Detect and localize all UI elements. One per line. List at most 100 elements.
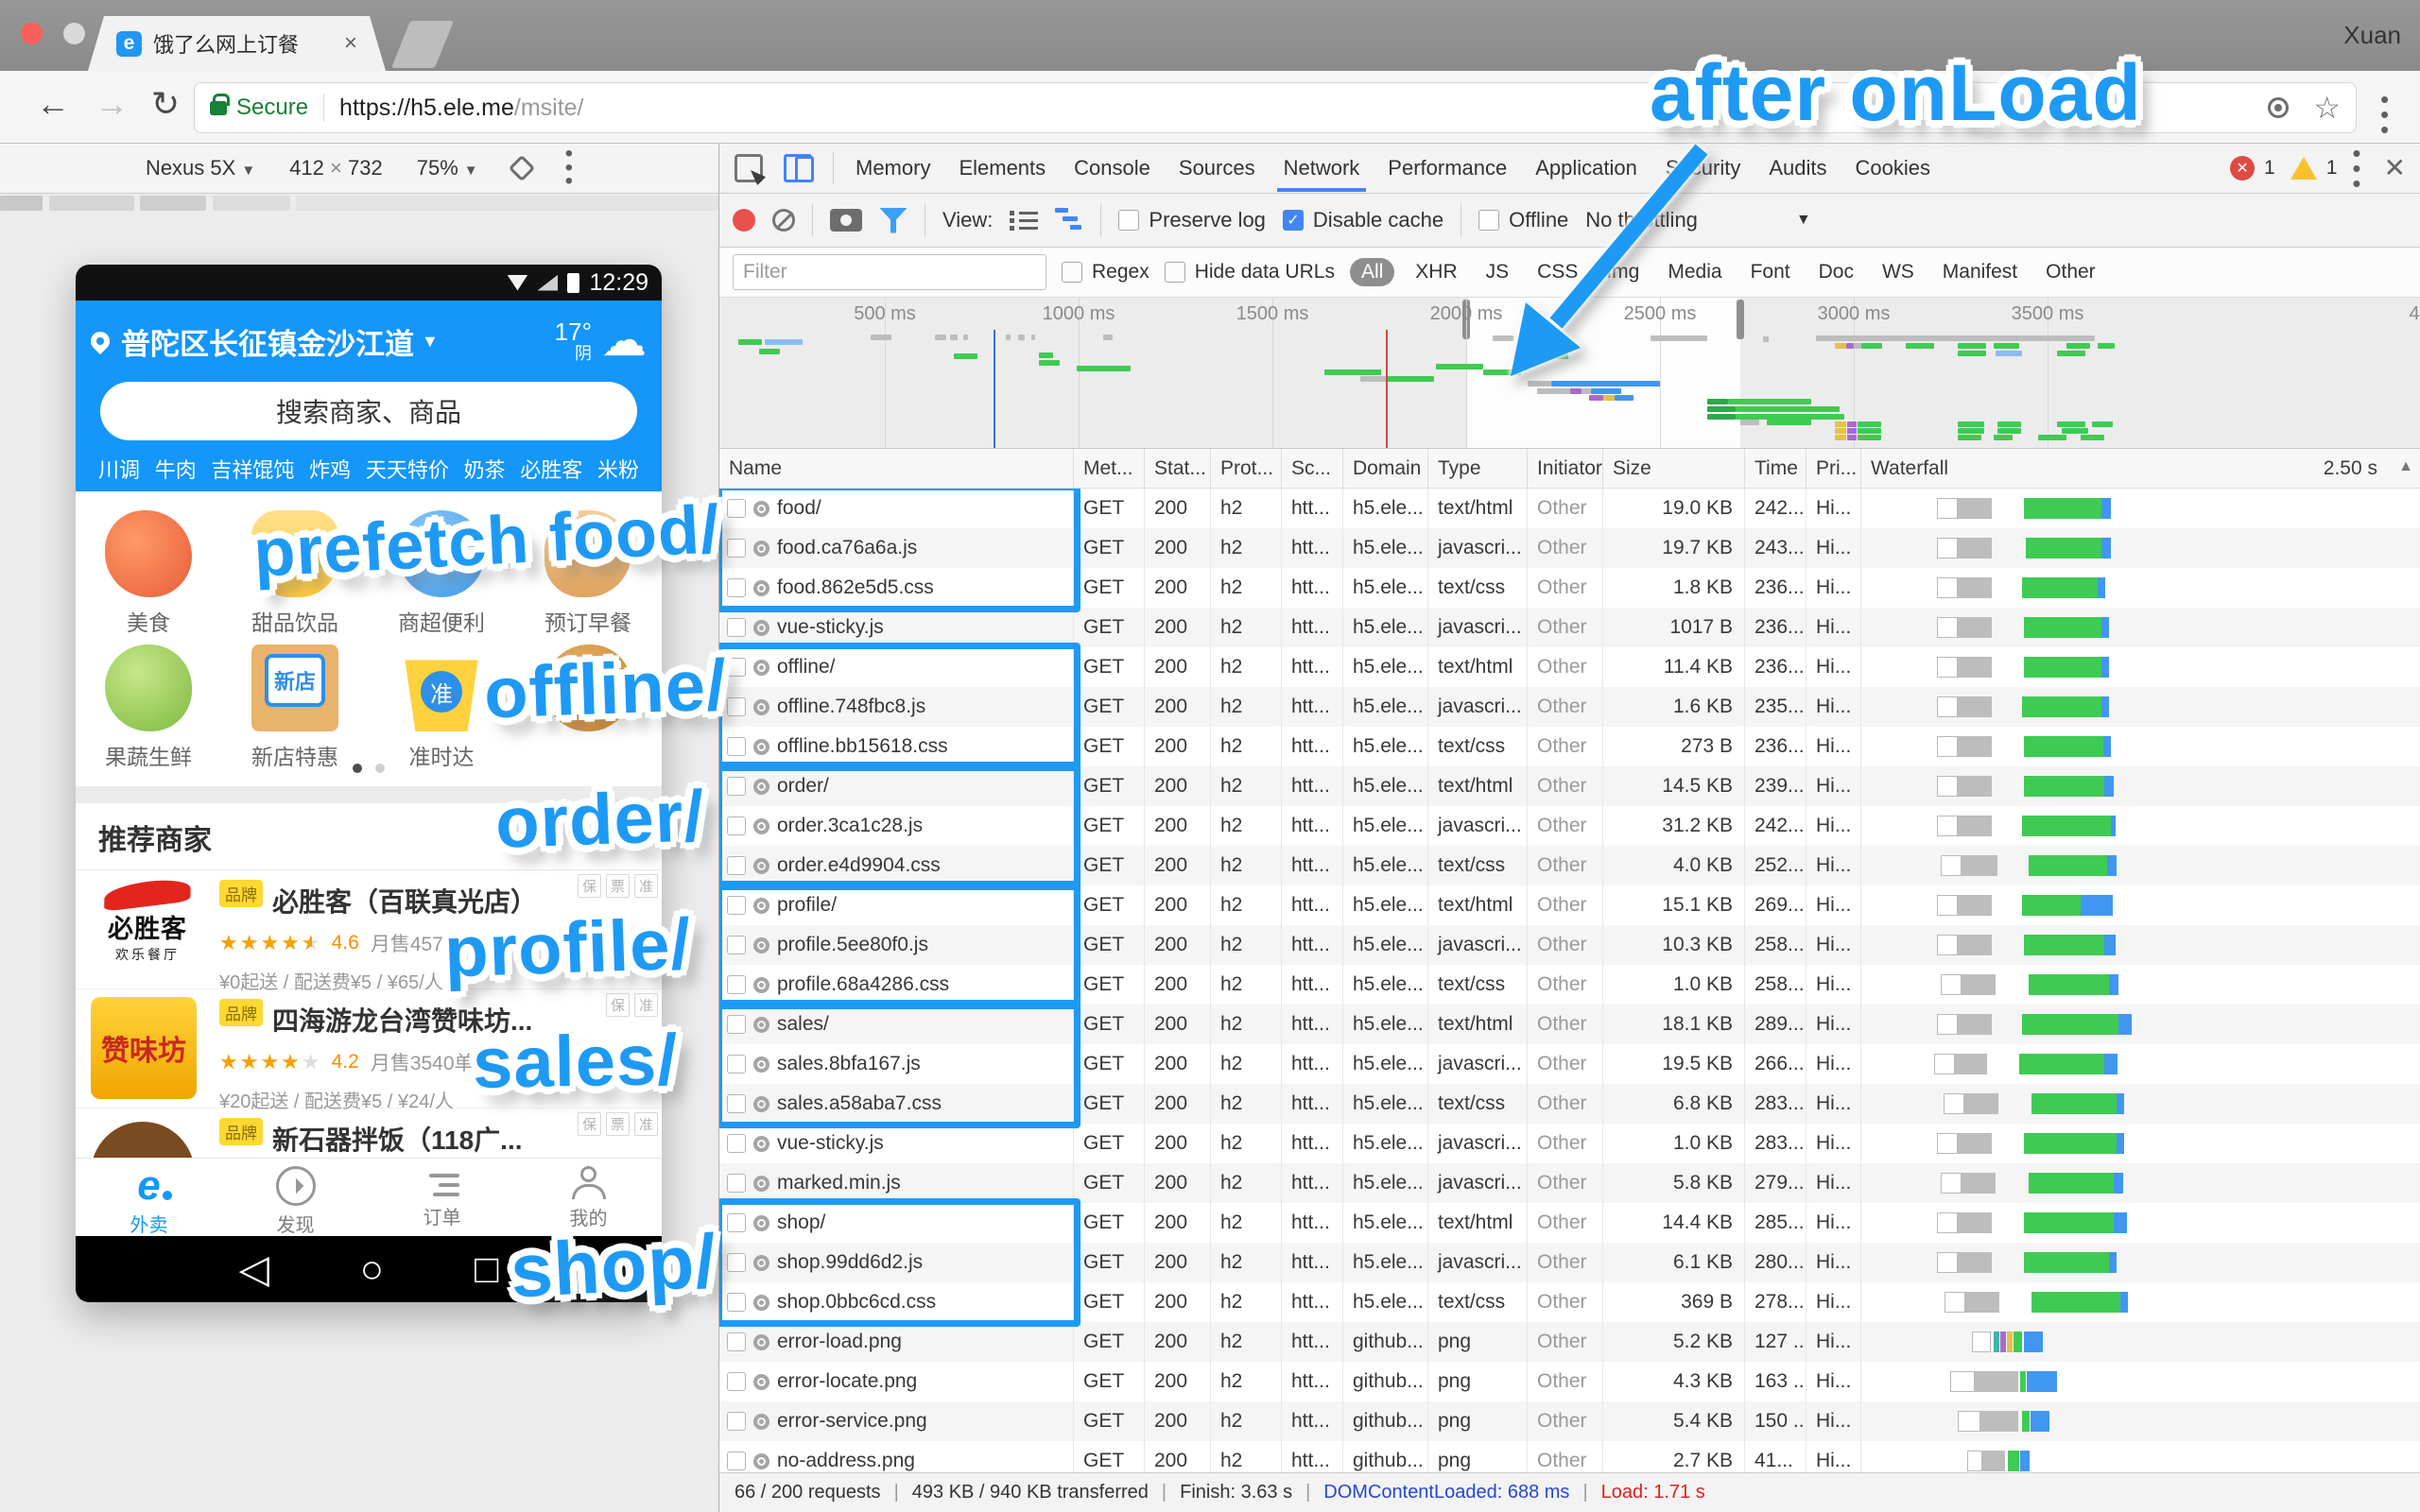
disable-cache-checkbox[interactable]: ✓ Disable cache <box>1282 208 1443 232</box>
view-list-icon[interactable] <box>1010 207 1039 234</box>
row-checkbox[interactable] <box>727 1372 746 1391</box>
bookmark-star-icon[interactable]: ☆ <box>2313 91 2341 125</box>
request-row[interactable]: food.862e5d5.css GET 200 h2 htt... h5.ele... t… <box>719 568 2420 608</box>
device-select[interactable]: Nexus 5X ▼ <box>145 156 256 180</box>
request-row[interactable]: profile/GET 200 h2 htt... h5.ele... text/html… <box>719 885 2420 925</box>
network-overview-timeline[interactable]: 500 ms 1000 ms 1500 ms 2000 ms 2500 ms 3000 m… <box>719 298 2420 449</box>
quick-link[interactable]: 牛肉 <box>154 458 197 482</box>
row-checkbox[interactable] <box>727 1174 746 1193</box>
browser-tab[interactable]: e 饿了么网上订餐 × <box>88 16 386 71</box>
tabbar-item-订单[interactable]: 订单 <box>369 1159 515 1236</box>
devtools-tab-memory[interactable]: Memory <box>856 156 931 180</box>
row-checkbox[interactable] <box>727 499 746 518</box>
category-item[interactable]: 准准时达 <box>371 644 512 771</box>
filter-type-img[interactable]: Img <box>1606 261 1640 283</box>
row-checkbox[interactable] <box>727 737 746 756</box>
request-row[interactable]: shop.0bbc6cd.css GET 200 h2 htt... h5.ele... t… <box>719 1282 2420 1322</box>
device-dimensions[interactable]: 412 × 732 <box>289 156 383 180</box>
filter-input[interactable] <box>733 254 1046 290</box>
request-row[interactable]: sales.a58aba7.css GET 200 h2 htt... h5.ele...… <box>719 1084 2420 1124</box>
request-row[interactable]: profile.68a4286.css GET 200 h2 htt... h5.ele.… <box>719 965 2420 1005</box>
selection-handle-right[interactable] <box>1737 300 1744 339</box>
request-row[interactable]: offline.bb15618.css GET 200 h2 htt... h5.ele.… <box>719 727 2420 766</box>
device-toolbar-menu-icon[interactable]: • • • <box>564 140 574 195</box>
tabbar-item-外卖[interactable]: e 外卖 <box>76 1159 222 1236</box>
request-row[interactable]: food/GET 200 h2 htt... h5.ele... text/html Oth… <box>719 489 2420 528</box>
request-row[interactable]: sales.8bfa167.js GET 200 h2 htt... h5.ele... j… <box>719 1044 2420 1084</box>
devtools-tab-cookies[interactable]: Cookies <box>1855 156 1931 180</box>
forward-button[interactable]: → <box>95 84 129 123</box>
view-waterfall-icon[interactable] <box>1055 208 1083 232</box>
android-home-icon[interactable]: ○ <box>359 1246 385 1291</box>
category-item[interactable]: 果蔬生鲜 <box>78 644 219 771</box>
request-row[interactable]: error-load.png GET 200 h2 htt... github... png… <box>719 1322 2420 1362</box>
column-header-size[interactable]: Size <box>1603 449 1745 488</box>
request-row[interactable]: sales/GET 200 h2 htt... h5.ele... text/html Ot… <box>719 1005 2420 1044</box>
filter-type-ws[interactable]: WS <box>1881 261 1914 283</box>
row-checkbox[interactable] <box>727 697 746 716</box>
hide-data-urls-checkbox[interactable]: Hide data URLs <box>1164 261 1335 284</box>
tabbar-item-发现[interactable]: 发现 <box>222 1159 369 1236</box>
row-checkbox[interactable] <box>727 1055 746 1074</box>
request-row[interactable]: error-locate.png GET 200 h2 htt... github... p… <box>719 1362 2420 1401</box>
devtools-tab-network[interactable]: Network <box>1270 146 1374 192</box>
filter-funnel-icon[interactable] <box>879 207 908 233</box>
column-header-stat[interactable]: Stat... <box>1145 449 1211 488</box>
row-checkbox[interactable] <box>727 1253 746 1272</box>
close-window-icon[interactable] <box>21 23 43 44</box>
row-checkbox[interactable] <box>727 1134 746 1153</box>
quick-link[interactable]: 炸鸡 <box>309 458 352 482</box>
extension-target-icon[interactable] <box>2268 97 2290 118</box>
chrome-menu-icon[interactable]: • • • <box>2380 85 2390 145</box>
request-row[interactable]: order/GET 200 h2 htt... h5.ele... text/html Ot… <box>719 766 2420 806</box>
quick-link[interactable]: 必胜客 <box>520 458 583 482</box>
row-checkbox[interactable] <box>727 578 746 597</box>
filter-type-js[interactable]: JS <box>1485 261 1510 283</box>
column-header-prot[interactable]: Prot... <box>1211 449 1282 488</box>
filter-type-doc[interactable]: Doc <box>1818 261 1854 283</box>
regex-checkbox[interactable]: Regex <box>1062 261 1150 284</box>
request-row[interactable]: no-address.png GET 200 h2 htt... github... png… <box>719 1441 2420 1472</box>
filter-type-font[interactable]: Font <box>1750 261 1790 283</box>
column-header-name[interactable]: Name <box>719 449 1074 488</box>
filter-type-css[interactable]: CSS <box>1537 261 1579 283</box>
record-button[interactable] <box>733 209 755 232</box>
quick-link[interactable]: 天天特价 <box>365 458 449 482</box>
row-checkbox[interactable] <box>727 1412 746 1431</box>
row-checkbox[interactable] <box>727 1332 746 1351</box>
rotate-device-icon[interactable] <box>508 154 535 182</box>
row-checkbox[interactable] <box>727 1293 746 1312</box>
scroll-up-icon[interactable]: ▲ <box>2398 458 2413 474</box>
request-row[interactable]: profile.5ee80f0.js GET 200 h2 htt... h5.ele..… <box>719 925 2420 965</box>
category-item[interactable]: 商超便利 <box>371 510 512 637</box>
tabbar-item-我的[interactable]: 我的 <box>515 1159 662 1236</box>
devtools-tab-application[interactable]: Application <box>1535 156 1637 180</box>
request-row[interactable]: order.3ca1c28.js GET 200 h2 htt... h5.ele... j… <box>719 806 2420 846</box>
request-row[interactable]: shop/GET 200 h2 htt... h5.ele... text/html Oth… <box>719 1203 2420 1243</box>
address-bar[interactable]: Secure https://h5.ele.me/msite/ ☆ <box>194 82 2357 133</box>
row-checkbox[interactable] <box>727 658 746 677</box>
preserve-log-checkbox[interactable]: Preserve log <box>1118 208 1266 232</box>
quick-link[interactable]: 川调 <box>98 458 141 482</box>
warning-badge-icon[interactable] <box>2290 156 2317 180</box>
tab-close-icon[interactable]: × <box>343 30 357 56</box>
restaurant-card[interactable]: 必胜客欢乐餐厅品牌必胜客（百联真光店）★★★★★★★★★★4.6月售457单准时… <box>76 870 662 993</box>
filter-type-other[interactable]: Other <box>2046 261 2096 283</box>
devtools-tab-security[interactable]: Security <box>1665 156 1741 180</box>
throttling-caret-icon[interactable]: ▼ <box>1795 212 1811 228</box>
column-header-type[interactable]: Type <box>1428 449 1528 488</box>
new-tab-button[interactable] <box>390 21 455 68</box>
clear-button[interactable] <box>772 209 795 232</box>
quick-link[interactable]: 米粉 <box>596 458 639 482</box>
row-checkbox[interactable] <box>727 1213 746 1232</box>
android-back-icon[interactable]: ◁ <box>238 1246 269 1291</box>
chrome-profile-name[interactable]: Xuan <box>2343 21 2401 49</box>
column-header-time[interactable]: Time <box>1745 449 1806 488</box>
quick-link[interactable]: 奶茶 <box>463 458 506 482</box>
device-mode-icon[interactable] <box>784 154 814 182</box>
row-checkbox[interactable] <box>727 896 746 915</box>
row-checkbox[interactable] <box>727 1094 746 1113</box>
devtools-tab-performance[interactable]: Performance <box>1388 156 1508 180</box>
column-header-sc[interactable]: Sc... <box>1282 449 1343 488</box>
